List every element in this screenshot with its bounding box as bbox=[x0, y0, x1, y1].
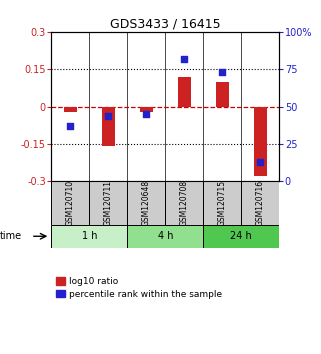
Bar bbox=[254, 107, 267, 176]
Legend: log10 ratio, percentile rank within the sample: log10 ratio, percentile rank within the … bbox=[56, 277, 221, 299]
Bar bbox=[203, 225, 279, 248]
Bar bbox=[241, 181, 279, 225]
Text: 4 h: 4 h bbox=[158, 231, 173, 241]
Bar bbox=[64, 107, 77, 112]
Bar bbox=[127, 225, 203, 248]
Point bbox=[68, 123, 73, 129]
Title: GDS3433 / 16415: GDS3433 / 16415 bbox=[110, 18, 221, 31]
Text: GSM120648: GSM120648 bbox=[142, 180, 151, 226]
Bar bbox=[203, 181, 241, 225]
Text: GSM120708: GSM120708 bbox=[180, 180, 189, 226]
Text: GSM120715: GSM120715 bbox=[218, 180, 227, 226]
Text: 1 h: 1 h bbox=[82, 231, 97, 241]
Bar bbox=[178, 77, 191, 107]
Point bbox=[144, 111, 149, 117]
Bar bbox=[127, 181, 165, 225]
Bar bbox=[165, 181, 203, 225]
Bar bbox=[216, 82, 229, 107]
Bar bbox=[51, 181, 89, 225]
Point bbox=[182, 56, 187, 62]
Point bbox=[106, 113, 111, 118]
Text: GSM120711: GSM120711 bbox=[104, 180, 113, 226]
Point bbox=[220, 69, 225, 75]
Text: GSM120716: GSM120716 bbox=[256, 180, 265, 226]
Bar bbox=[51, 225, 127, 248]
Bar bbox=[102, 107, 115, 147]
Bar bbox=[89, 181, 127, 225]
Point bbox=[258, 159, 263, 165]
Text: 24 h: 24 h bbox=[230, 231, 252, 241]
Text: GSM120710: GSM120710 bbox=[66, 180, 75, 226]
Text: time: time bbox=[0, 231, 22, 241]
Bar bbox=[140, 107, 153, 112]
